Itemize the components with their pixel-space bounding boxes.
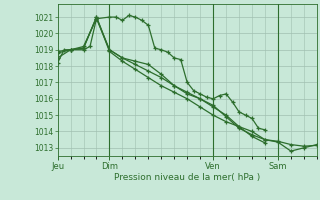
X-axis label: Pression niveau de la mer( hPa ): Pression niveau de la mer( hPa ): [114, 173, 260, 182]
